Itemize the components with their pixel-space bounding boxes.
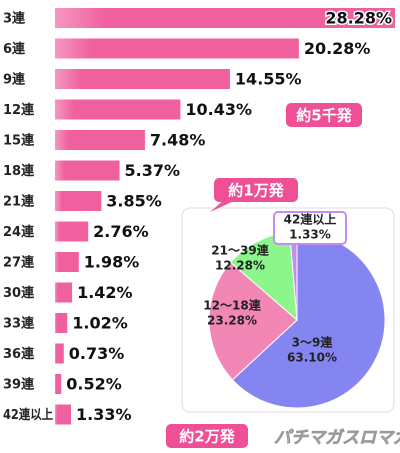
bar-shine [55,374,62,394]
bar-shine [55,130,145,150]
category-label: 21連 [3,194,35,210]
bar-shine [55,313,68,333]
annotation: 約5千発 [296,107,352,125]
category-label: 15連 [3,133,35,149]
value-label: 0.73% [69,344,125,363]
value-label: 2.76% [93,222,149,241]
value-label: 20.28% [304,39,371,58]
value-label: 1.42% [77,283,133,302]
category-label: 3連 [3,11,26,27]
category-label: 30連 [3,285,35,301]
pie-label: 12〜18連 [203,298,261,313]
value-label: 7.48% [150,131,206,150]
annotation-box [214,178,298,202]
watermark: パチマガスロマガ [274,428,400,448]
pie-label: 3〜9連 [292,335,334,350]
bar-shine [55,69,230,89]
annotation: 約2万発 [179,428,235,446]
bar-shine [55,221,89,242]
pie-value: 23.28% [207,314,257,328]
annotation: 約1万発 [228,182,284,200]
pie-label: 42連以上 [284,212,337,227]
value-label: 1.02% [72,314,128,333]
value-label: 3.85% [106,192,162,211]
value-label: 1.33% [76,405,132,424]
category-label: 12連 [3,102,35,118]
bar-shine [55,252,79,272]
category-label: 33連 [3,316,35,332]
category-label: 42連以上 [3,407,53,423]
pie-value: 63.10% [287,351,337,365]
pie-label-box [273,211,347,245]
bar-shine [55,38,299,59]
annotation-box [166,424,248,448]
bar-shine [55,282,73,303]
pie-label: 21〜39連 [211,243,269,258]
bar-shine [55,8,395,28]
category-label: 24連 [3,224,35,240]
value-label: 0.52% [66,375,122,394]
annotation-box [286,103,362,127]
bar-shine [55,404,71,425]
value-label: 14.55% [235,70,302,89]
category-label: 18連 [3,163,35,179]
value-label: 1.98% [84,253,140,272]
value-label: 28.28% [325,9,392,28]
bar-shine [55,343,64,364]
pie-slice [208,261,298,381]
pie-value: 12.28% [215,259,265,273]
category-label: 9連 [3,72,26,88]
pie-value: 1.33% [289,228,331,242]
category-label: 36連 [3,346,35,362]
bar-shine [55,99,181,120]
annotation-pointer [210,200,236,212]
value-label: 10.43% [185,100,252,119]
value-label: 5.37% [125,161,181,180]
bar-shine [55,160,120,181]
bar-shine [55,191,102,211]
category-label: 27連 [3,255,35,271]
category-label: 6連 [3,41,26,57]
category-label: 39連 [3,377,35,393]
